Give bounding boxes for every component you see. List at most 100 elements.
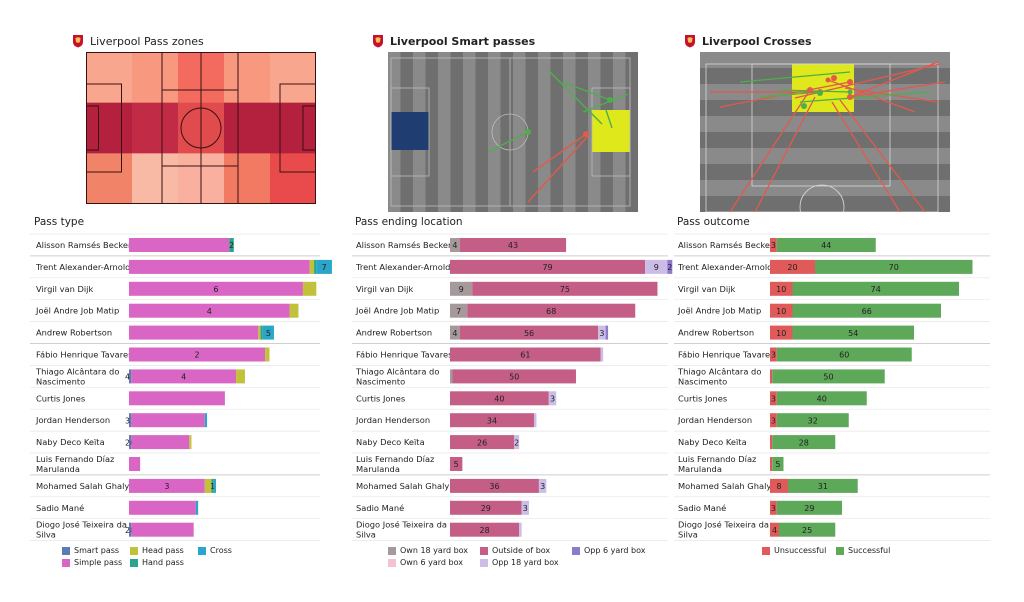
bar-segment	[211, 478, 214, 493]
bar-segment	[129, 478, 205, 493]
legend-item: Outside of box	[480, 546, 550, 555]
legend-label: Own 6 yard box	[400, 558, 463, 567]
heatmap-cell	[132, 52, 179, 104]
bar-value-label: 70	[889, 263, 899, 272]
bar-segment	[459, 325, 599, 340]
section-label-pass-type: Pass type	[34, 216, 85, 228]
bar-value-label: 43	[508, 241, 518, 250]
bar-value-label: 4	[772, 526, 777, 535]
bar-segment	[519, 522, 522, 537]
player-name-label: Fábio Henrique Tavares	[356, 350, 452, 360]
player-name-label: Sadio Mané	[36, 503, 84, 513]
bar-segment	[316, 259, 332, 274]
bar-segment	[314, 259, 317, 274]
bar-value-label: 50	[509, 373, 519, 382]
player-name-label: Luis Fernando Díaz Marulanda	[36, 454, 114, 474]
player-name-label: Alisson Ramsés Becker	[36, 240, 132, 250]
bar-value-label: 5	[454, 460, 459, 469]
bar-segment	[788, 478, 858, 493]
bar-segment	[645, 259, 668, 274]
bar-value-label: 3	[523, 504, 528, 513]
bar-value-label: 50	[823, 373, 833, 382]
player-name-label: Diogo José Teixeira da Silva	[356, 520, 447, 540]
bar-segment	[792, 325, 914, 340]
player-name-label: Virgil van Dijk	[678, 284, 735, 294]
bar-segment	[770, 238, 777, 252]
legend-swatch	[62, 546, 70, 555]
legend-swatch	[388, 546, 396, 555]
bar-segment	[450, 457, 463, 471]
bar-segment	[770, 522, 779, 537]
bar-segment	[605, 325, 609, 340]
legend-item: Own 18 yard box	[388, 546, 468, 555]
bar-segment	[129, 457, 141, 471]
legend-label: Opp 18 yard box	[492, 558, 559, 567]
bar-segment	[131, 413, 205, 428]
bar-segment	[129, 303, 290, 318]
legend-swatch	[480, 546, 488, 555]
bar-segment	[667, 259, 673, 274]
smart-passes-pitch	[388, 52, 638, 212]
bar-value-label: 10	[776, 285, 786, 294]
bar-segment	[770, 500, 777, 515]
bar-value-label: 3	[771, 416, 776, 425]
heatmap-cell	[224, 52, 271, 104]
panel-title-crosses: Liverpool Crosses	[684, 34, 812, 48]
bar-segment	[129, 325, 259, 340]
bar-segment	[776, 413, 849, 428]
bar-value-label: 2	[514, 438, 519, 447]
bar-segment	[195, 500, 199, 515]
bar-value-label: 10	[776, 307, 786, 316]
bar-segment	[229, 238, 234, 252]
bar-segment	[600, 347, 604, 362]
player-name-label: Jordan Henderson	[35, 415, 110, 425]
bar-segment	[289, 303, 299, 318]
bar-segment	[450, 391, 549, 406]
legend-item: Hand pass	[130, 558, 184, 567]
legend-item: Head pass	[130, 546, 184, 555]
bar-value-label: 29	[804, 504, 814, 513]
player-name-label: Luis Fernando Díaz Marulanda	[356, 454, 434, 474]
heatmap-cell	[270, 153, 316, 204]
bar-value-label: 2	[667, 263, 672, 272]
legend-item: Smart pass	[62, 546, 119, 555]
player-name-label: Thiago Alcântara do Nascimento	[677, 366, 761, 386]
bar-segment	[770, 369, 773, 384]
legend-swatch	[198, 546, 206, 555]
bar-segment	[450, 522, 520, 537]
bar-segment	[450, 325, 460, 340]
bar-value-label: 68	[546, 307, 556, 316]
bar-value-label: 3	[550, 395, 555, 404]
bar-segment	[450, 259, 646, 274]
bar-segment	[204, 413, 208, 428]
bar-segment	[450, 369, 453, 384]
bar-value-label: 28	[125, 526, 135, 535]
player-name-label: Thiago Alcântara do Nascimento	[355, 366, 439, 386]
player-name-label: Naby Deco Keïta	[356, 437, 425, 447]
legend-item: Cross	[198, 546, 232, 555]
bar-value-label: 9	[459, 285, 464, 294]
bar-segment	[776, 500, 842, 515]
bar-segment	[521, 500, 530, 515]
legend-label: Outside of box	[492, 546, 551, 555]
crosses-pitch	[700, 52, 950, 212]
legend-swatch	[480, 558, 488, 567]
bar-value-label: 74	[871, 285, 881, 294]
player-name-label: Diogo José Teixeira da Silva	[678, 520, 769, 540]
bar-value-label: 3	[771, 351, 776, 360]
bar-value-label: 32	[808, 416, 818, 425]
bar-value-label: 54	[848, 329, 858, 338]
bar-value-label: 26	[477, 438, 487, 447]
bar-segment	[770, 435, 773, 450]
bar-value-label: 1	[210, 482, 215, 491]
bar-segment	[450, 238, 460, 252]
bar-value-label: 9	[654, 263, 659, 272]
section-label-pass-ending: Pass ending location	[355, 216, 463, 228]
panel-title-smart-passes: Liverpool Smart passes	[372, 34, 535, 48]
bar-segment	[260, 325, 263, 340]
legend-item: Own 6 yard box	[388, 558, 463, 567]
player-name-label: Joël Andre Job Matip	[35, 306, 119, 316]
bar-value-label: 3	[771, 504, 776, 513]
bar-value-label: 10	[776, 329, 786, 338]
bar-value-label: 6	[213, 285, 218, 294]
